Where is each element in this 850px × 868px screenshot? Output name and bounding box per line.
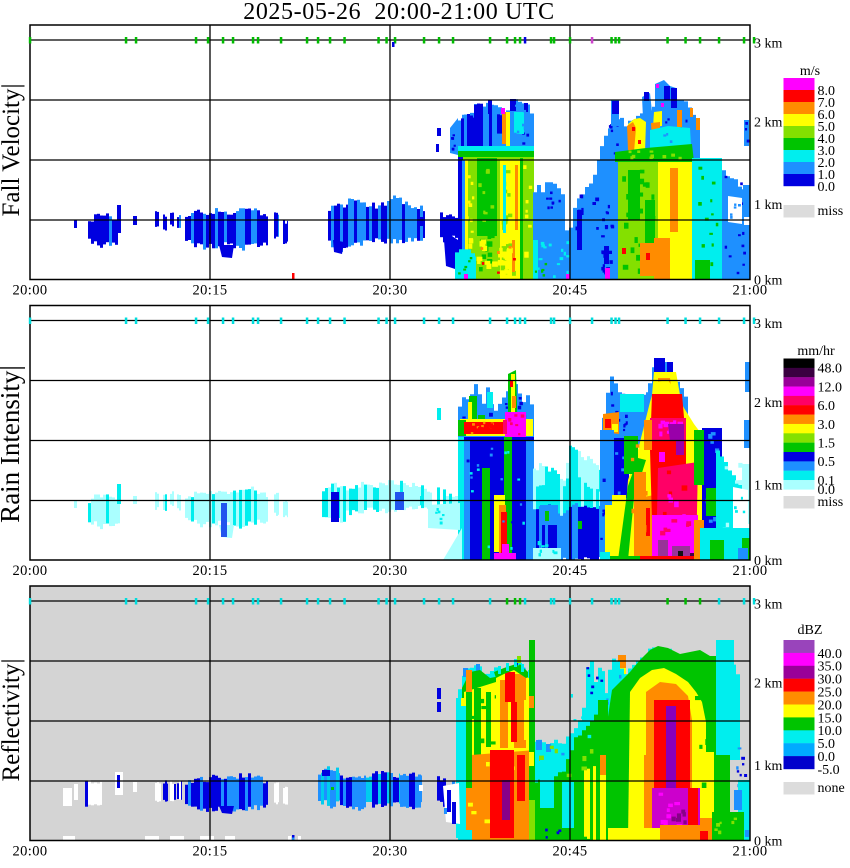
svg-text:Reflectivity|: Reflectivity| bbox=[0, 658, 25, 781]
svg-text:20:15: 20:15 bbox=[192, 844, 227, 860]
svg-text:1 km: 1 km bbox=[754, 198, 783, 213]
svg-text:3 km: 3 km bbox=[754, 37, 783, 52]
svg-text:5.0: 5.0 bbox=[818, 737, 836, 752]
svg-text:miss: miss bbox=[818, 204, 844, 219]
svg-text:Rain Intensity|: Rain Intensity| bbox=[0, 365, 25, 523]
svg-text:3 km: 3 km bbox=[754, 598, 783, 613]
svg-text:-5.0: -5.0 bbox=[818, 763, 840, 778]
svg-text:20:30: 20:30 bbox=[372, 283, 407, 299]
svg-text:4.0: 4.0 bbox=[818, 132, 836, 147]
svg-text:20:15: 20:15 bbox=[192, 283, 227, 299]
svg-text:7.0: 7.0 bbox=[818, 96, 836, 111]
svg-text:3.0: 3.0 bbox=[818, 144, 836, 159]
svg-text:20.0: 20.0 bbox=[818, 698, 843, 713]
svg-text:dBZ: dBZ bbox=[798, 623, 823, 638]
svg-text:0.1: 0.1 bbox=[818, 474, 836, 489]
svg-text:0.5: 0.5 bbox=[818, 455, 836, 470]
svg-text:21:00: 21:00 bbox=[732, 283, 767, 299]
svg-text:20:45: 20:45 bbox=[552, 563, 587, 579]
svg-text:1 km: 1 km bbox=[754, 479, 783, 494]
svg-text:none: none bbox=[818, 781, 845, 796]
svg-text:3 km: 3 km bbox=[754, 317, 783, 332]
svg-text:6.0: 6.0 bbox=[818, 108, 836, 123]
svg-text:2 km: 2 km bbox=[754, 677, 783, 692]
svg-text:20:30: 20:30 bbox=[372, 563, 407, 579]
svg-text:2.0: 2.0 bbox=[818, 156, 836, 171]
svg-text:10.0: 10.0 bbox=[818, 724, 843, 739]
svg-text:2025-05-26 20:00-21:00 UTC: 2025-05-26 20:00-21:00 UTC bbox=[243, 0, 555, 25]
svg-text:0.0: 0.0 bbox=[818, 750, 836, 765]
svg-text:1.0: 1.0 bbox=[818, 168, 836, 183]
svg-text:3.0: 3.0 bbox=[818, 418, 836, 433]
svg-text:1 km: 1 km bbox=[754, 759, 783, 774]
svg-text:0 km: 0 km bbox=[754, 835, 783, 850]
svg-text:30.0: 30.0 bbox=[818, 673, 843, 688]
svg-text:1.5: 1.5 bbox=[818, 437, 836, 452]
svg-text:20:15: 20:15 bbox=[192, 563, 227, 579]
svg-text:12.0: 12.0 bbox=[818, 380, 843, 395]
svg-text:35.0: 35.0 bbox=[818, 660, 843, 675]
svg-text:2 km: 2 km bbox=[754, 396, 783, 411]
svg-text:15.0: 15.0 bbox=[818, 711, 843, 726]
svg-text:20:00: 20:00 bbox=[12, 844, 47, 860]
svg-text:mm/hr: mm/hr bbox=[797, 344, 835, 359]
svg-text:0 km: 0 km bbox=[754, 274, 783, 289]
svg-text:0.0: 0.0 bbox=[818, 483, 836, 498]
svg-text:20:30: 20:30 bbox=[372, 844, 407, 860]
svg-text:20:45: 20:45 bbox=[552, 283, 587, 299]
svg-text:5.0: 5.0 bbox=[818, 120, 836, 135]
svg-text:2 km: 2 km bbox=[754, 116, 783, 131]
svg-text:0.0: 0.0 bbox=[818, 180, 836, 195]
svg-text:20:00: 20:00 bbox=[12, 283, 47, 299]
svg-text:21:00: 21:00 bbox=[732, 563, 767, 579]
svg-text:6.0: 6.0 bbox=[818, 399, 836, 414]
svg-text:20:45: 20:45 bbox=[552, 844, 587, 860]
svg-text:Fall Velocity|: Fall Velocity| bbox=[0, 83, 25, 216]
svg-text:21:00: 21:00 bbox=[732, 844, 767, 860]
svg-text:8.0: 8.0 bbox=[818, 84, 836, 99]
svg-text:20:00: 20:00 bbox=[12, 563, 47, 579]
svg-text:40.0: 40.0 bbox=[818, 647, 843, 662]
svg-text:m/s: m/s bbox=[800, 64, 820, 79]
svg-text:0 km: 0 km bbox=[754, 554, 783, 569]
svg-text:miss: miss bbox=[818, 495, 844, 510]
svg-text:25.0: 25.0 bbox=[818, 686, 843, 701]
svg-text:48.0: 48.0 bbox=[818, 362, 843, 377]
